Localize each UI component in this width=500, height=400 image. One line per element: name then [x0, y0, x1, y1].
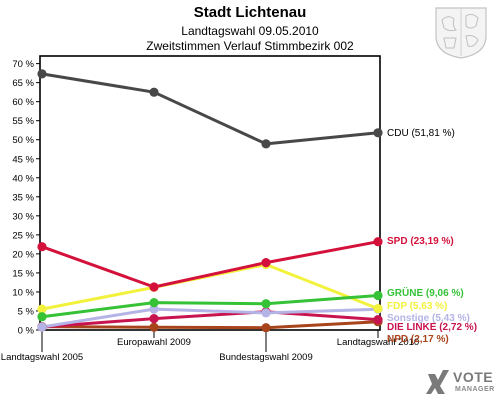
y-tick-label: 35 % — [12, 192, 34, 203]
x-axis-ticks: Landtagswahl 2005 Europawahl 2009 Bundesta… — [1, 330, 419, 363]
y-tick-label: 40 % — [12, 173, 34, 184]
data-point — [373, 237, 383, 247]
data-point — [373, 315, 383, 325]
series-label: GRÜNE (9,06 %) — [387, 286, 464, 299]
data-point — [373, 128, 383, 138]
data-point — [149, 322, 159, 332]
data-point — [373, 304, 383, 314]
y-tick-label: 25 % — [12, 230, 34, 241]
data-point — [149, 87, 159, 97]
y-tick-label: 10 % — [12, 287, 34, 298]
data-point — [261, 258, 271, 268]
data-point — [149, 304, 159, 314]
crest-icon — [435, 7, 487, 59]
chart-title: Stadt Lichtenau — [193, 4, 307, 21]
series-label: CDU (51,81 %) — [387, 128, 455, 139]
series-line — [41, 294, 379, 319]
check-x-icon — [426, 370, 449, 394]
data-point — [261, 308, 271, 318]
x-tick-label: Europawahl 2009 — [117, 337, 191, 348]
logo-text-primary: VOTE — [453, 369, 494, 385]
x-tick-label: Landtagswahl 2010 — [337, 337, 419, 348]
data-point — [37, 242, 47, 252]
y-axis-ticks: 0 % 5 % 10 % 15 % 20 % 25 % 30 % 35 % 40 % 45 % 50… — [12, 59, 40, 337]
y-tick-label: 15 % — [12, 268, 34, 279]
series-label: Sonstige (5,43 %) — [387, 313, 470, 324]
series-points — [37, 69, 383, 333]
y-tick-label: 65 % — [12, 78, 34, 89]
vote-manager-logo: VOTE MANAGER — [425, 366, 497, 396]
y-tick-label: 20 % — [12, 249, 34, 260]
data-point — [373, 290, 383, 301]
x-tick-label: Landtagswahl 2005 — [1, 352, 83, 363]
chart-axes — [39, 55, 381, 331]
y-tick-label: 0 % — [18, 326, 35, 337]
data-point — [37, 304, 47, 314]
data-point — [261, 323, 271, 333]
series-label: FDP (5,63 %) — [387, 301, 447, 312]
data-point — [261, 139, 271, 149]
series-line — [41, 72, 379, 146]
chart-subtitle-secondary: Zweitstimmen Verlauf Stimmbezirk 002 — [146, 39, 354, 53]
y-tick-label: 30 % — [12, 211, 34, 222]
series-end-labels: CDU (51,81 %) SPD (23,19 %) GRÜNE (9,06 %)… — [387, 128, 477, 345]
y-tick-label: 60 % — [12, 97, 34, 108]
y-tick-label: 70 % — [12, 59, 34, 70]
data-point — [149, 314, 159, 324]
data-point — [261, 299, 271, 309]
series-label: SPD (23,19 %) — [387, 236, 454, 247]
series-line — [41, 307, 379, 329]
x-tick-label: Bundestagswahl 2009 — [219, 352, 313, 363]
data-point — [37, 312, 47, 322]
chart-subtitle: Landtagswahl 09.05.2010 — [181, 24, 319, 38]
series-label: NPD (2,17 %) — [387, 334, 449, 345]
data-point — [149, 298, 159, 308]
data-point — [37, 322, 47, 332]
series-line — [41, 310, 379, 329]
logo-text-secondary: MANAGER — [455, 386, 495, 393]
series-lines — [41, 72, 379, 330]
y-tick-label: 50 % — [12, 135, 34, 146]
series-line — [41, 240, 379, 289]
y-tick-label: 5 % — [18, 306, 35, 317]
plot-frame — [39, 55, 381, 331]
series-line — [41, 320, 379, 330]
y-tick-label: 55 % — [12, 116, 34, 127]
data-point — [149, 282, 159, 292]
y-tick-label: 45 % — [12, 154, 34, 165]
data-point — [37, 69, 47, 79]
series-label: DIE LINKE (2,72 %) — [387, 322, 477, 333]
